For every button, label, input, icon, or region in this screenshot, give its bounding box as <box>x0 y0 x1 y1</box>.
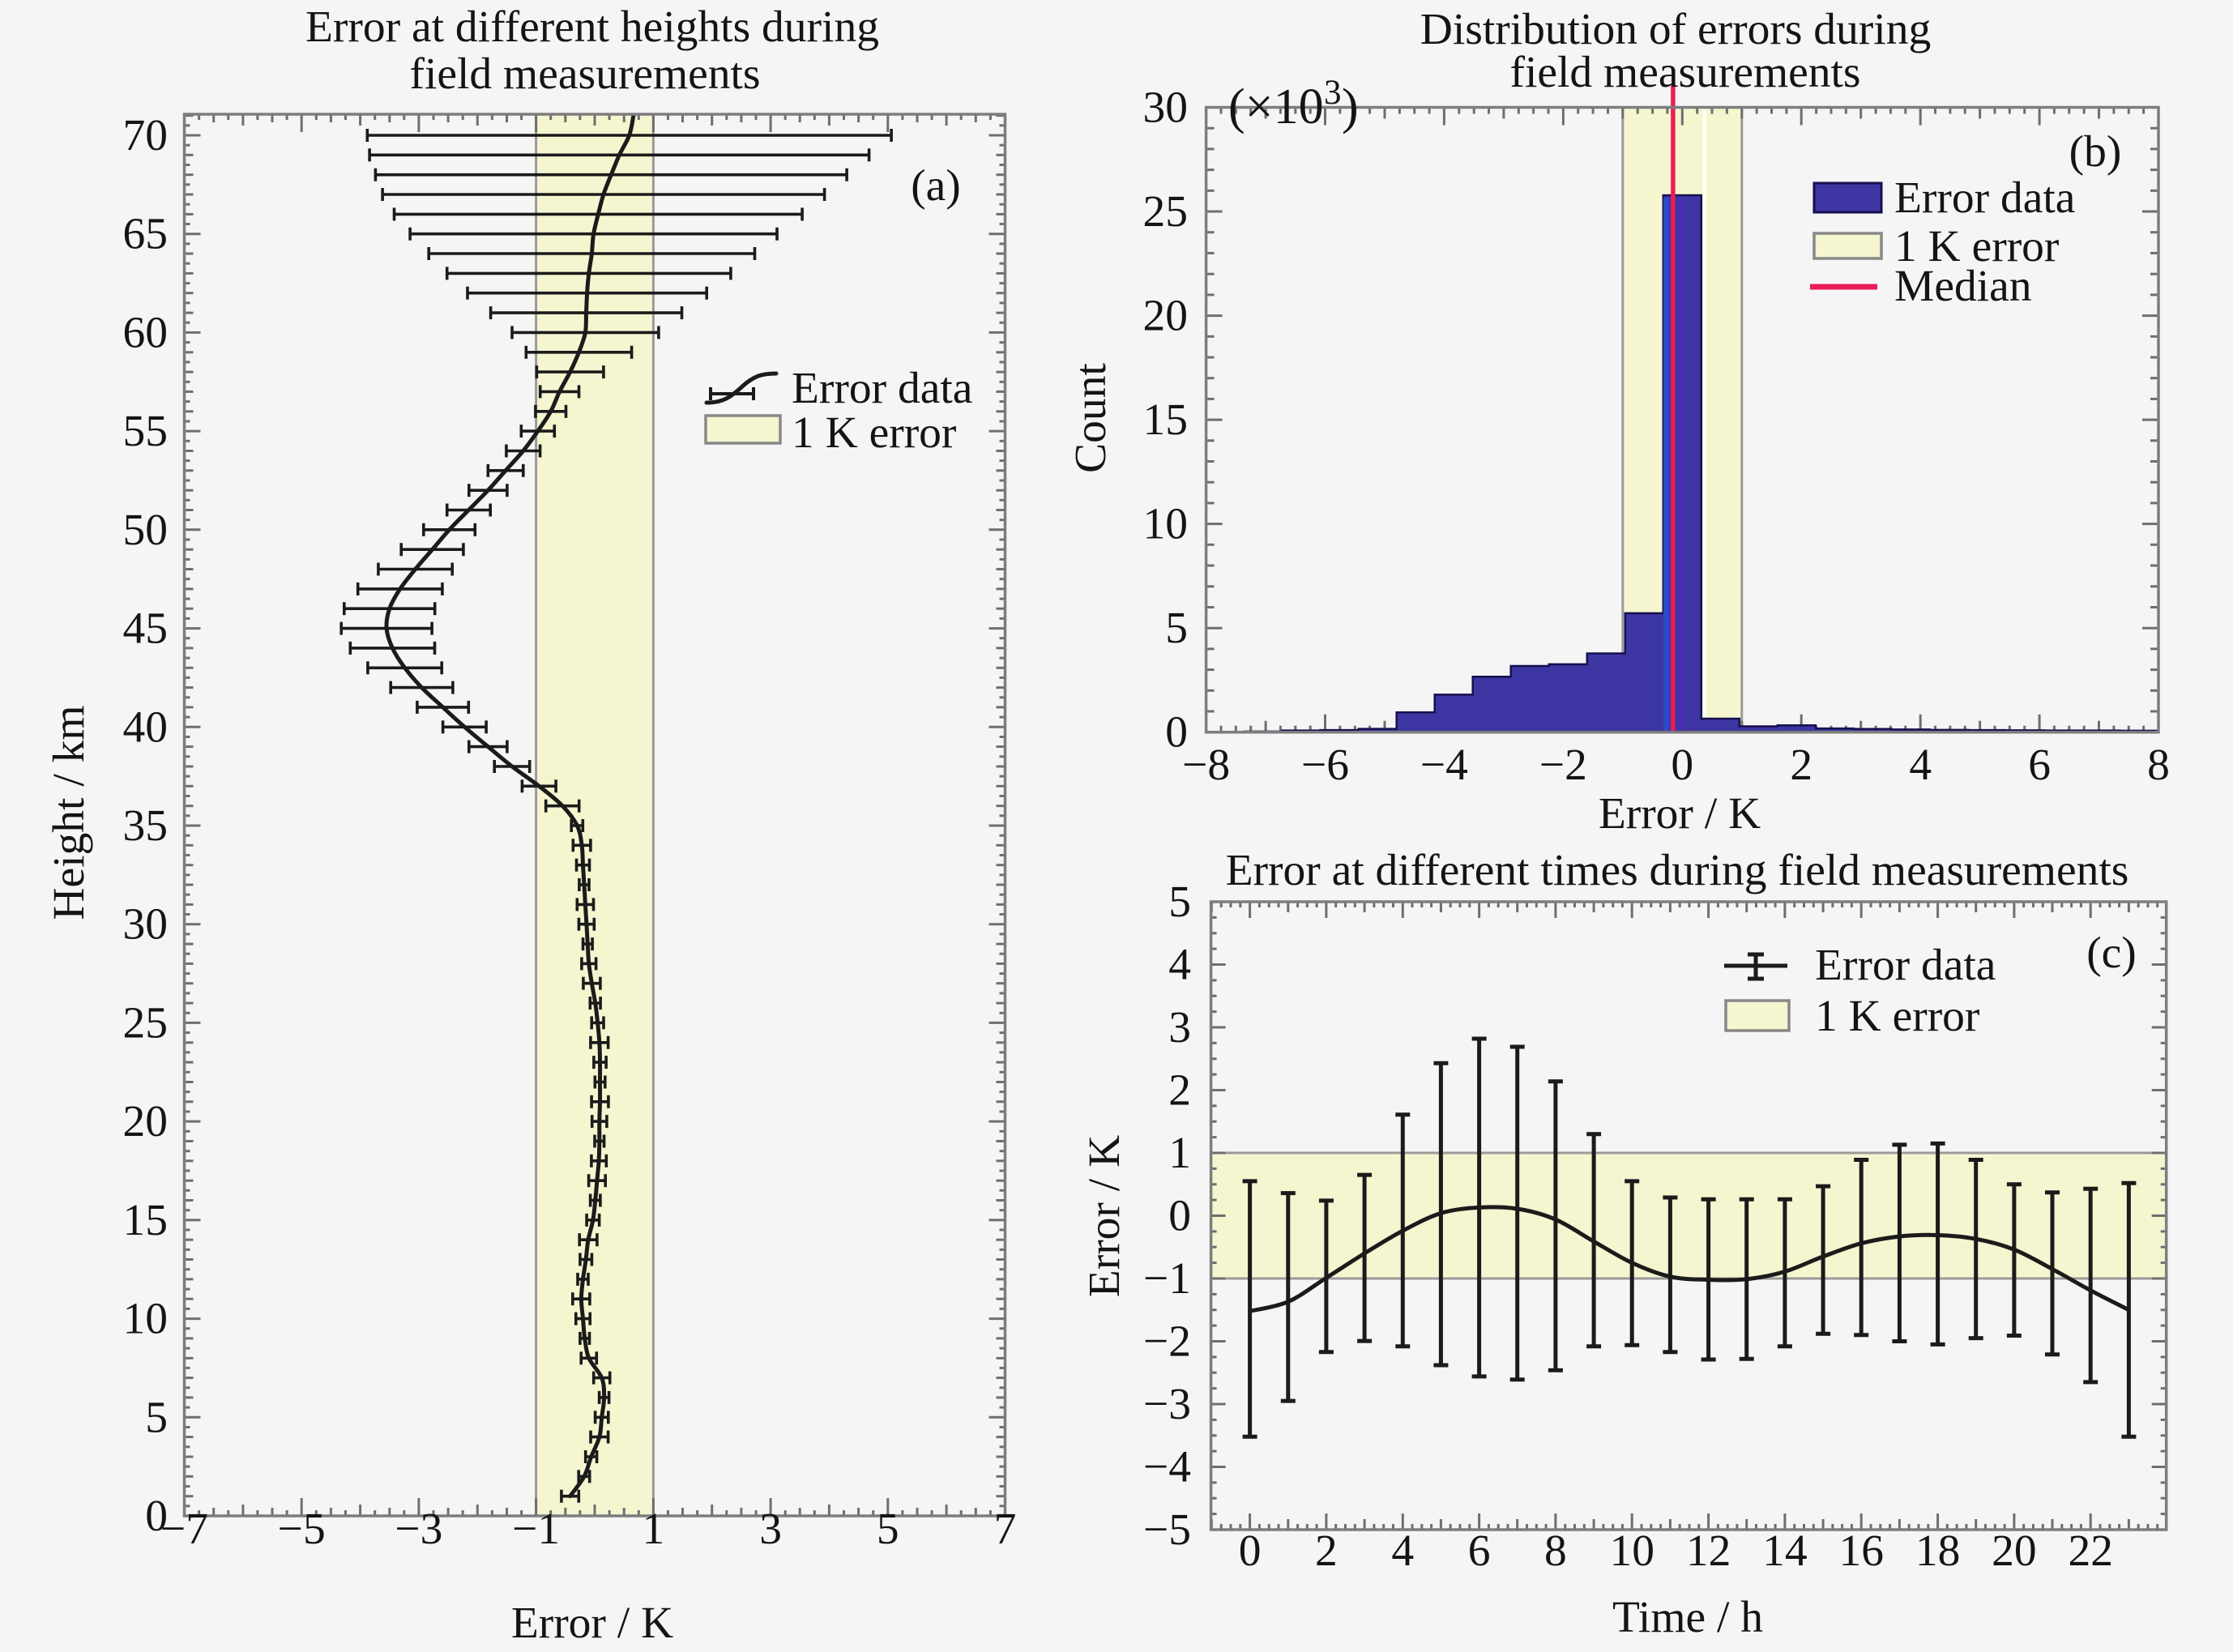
svg-text:−1: −1 <box>1143 1254 1191 1304</box>
svg-text:): ) <box>1342 79 1359 134</box>
svg-text:10: 10 <box>1143 500 1189 549</box>
svg-text:60: 60 <box>123 308 169 357</box>
svg-text:70: 70 <box>123 111 169 160</box>
svg-text:2: 2 <box>1790 741 1812 790</box>
svg-text:55: 55 <box>123 407 169 456</box>
svg-text:50: 50 <box>123 506 169 555</box>
svg-text:10: 10 <box>123 1295 169 1344</box>
svg-text:25: 25 <box>1143 187 1189 237</box>
svg-text:22: 22 <box>2068 1526 2113 1576</box>
svg-text:Error at different times durin: Error at different times during field me… <box>1226 846 2129 895</box>
svg-text:−2: −2 <box>1539 741 1587 790</box>
svg-text:65: 65 <box>123 210 169 259</box>
svg-text:Count: Count <box>1066 363 1116 473</box>
svg-text:3: 3 <box>1324 74 1342 112</box>
svg-text:12: 12 <box>1686 1526 1731 1576</box>
svg-text:2: 2 <box>1315 1526 1338 1576</box>
svg-text:5: 5 <box>1165 604 1188 653</box>
svg-text:(×10: (×10 <box>1228 79 1324 134</box>
svg-text:40: 40 <box>123 702 169 752</box>
svg-text:8: 8 <box>2147 741 2170 790</box>
svg-text:0: 0 <box>1239 1526 1262 1576</box>
svg-text:−3: −3 <box>1143 1380 1191 1429</box>
svg-text:1 K error: 1 K error <box>1894 222 2059 271</box>
svg-text:Median: Median <box>1894 262 2032 311</box>
svg-text:20: 20 <box>1143 292 1189 341</box>
svg-text:4: 4 <box>1391 1526 1414 1576</box>
svg-text:(b): (b) <box>2069 127 2122 177</box>
svg-text:14: 14 <box>1762 1526 1808 1576</box>
svg-text:45: 45 <box>123 604 169 654</box>
svg-text:35: 35 <box>123 801 169 851</box>
svg-text:(a): (a) <box>911 161 961 211</box>
svg-text:Error data: Error data <box>1815 941 1996 990</box>
svg-text:Time / h: Time / h <box>1612 1593 1763 1642</box>
svg-text:Height / km: Height / km <box>45 705 94 920</box>
svg-text:5: 5 <box>145 1393 168 1442</box>
svg-text:−1: −1 <box>512 1505 560 1554</box>
svg-text:Error data: Error data <box>1894 173 2075 223</box>
svg-text:0: 0 <box>1168 1192 1191 1241</box>
svg-text:Error / K: Error / K <box>511 1599 673 1648</box>
svg-text:15: 15 <box>1143 395 1189 445</box>
svg-text:6: 6 <box>2028 741 2051 790</box>
svg-text:15: 15 <box>123 1196 169 1245</box>
svg-text:field measurements: field measurements <box>409 49 760 99</box>
svg-text:−6: −6 <box>1301 741 1349 790</box>
svg-text:6: 6 <box>1468 1526 1491 1576</box>
svg-text:2: 2 <box>1168 1066 1191 1116</box>
svg-text:−8: −8 <box>1182 741 1230 790</box>
svg-text:18: 18 <box>1915 1526 1961 1576</box>
svg-text:0: 0 <box>1165 708 1188 758</box>
svg-text:8: 8 <box>1544 1526 1567 1576</box>
svg-text:0: 0 <box>145 1492 168 1541</box>
svg-text:field measurements: field measurements <box>1509 48 1860 97</box>
svg-text:−5: −5 <box>1143 1505 1191 1555</box>
svg-text:30: 30 <box>1143 83 1189 133</box>
svg-text:16: 16 <box>1838 1526 1884 1576</box>
svg-text:4: 4 <box>1168 941 1191 990</box>
svg-text:Error data: Error data <box>792 364 972 413</box>
svg-text:Error / K: Error / K <box>1080 1135 1129 1297</box>
svg-text:−4: −4 <box>1420 741 1468 790</box>
svg-text:−2: −2 <box>1143 1317 1191 1367</box>
svg-text:1: 1 <box>643 1505 665 1554</box>
svg-text:Error / K: Error / K <box>1599 789 1761 839</box>
svg-text:5: 5 <box>877 1505 899 1554</box>
svg-text:4: 4 <box>1909 741 1932 790</box>
svg-text:−4: −4 <box>1143 1443 1191 1492</box>
svg-text:5: 5 <box>1168 877 1191 927</box>
svg-text:25: 25 <box>123 998 169 1048</box>
svg-text:1: 1 <box>1168 1129 1191 1178</box>
svg-text:Error at different heights dur: Error at different heights during <box>305 2 879 52</box>
svg-text:3: 3 <box>1168 1003 1191 1052</box>
svg-text:3: 3 <box>759 1505 782 1554</box>
svg-text:20: 20 <box>1992 1526 2037 1576</box>
svg-text:1 K error: 1 K error <box>792 408 956 458</box>
svg-text:30: 30 <box>123 900 169 950</box>
svg-text:Distribution of errors during: Distribution of errors during <box>1420 5 1931 54</box>
svg-text:−3: −3 <box>395 1505 442 1554</box>
svg-text:7: 7 <box>994 1505 1017 1554</box>
svg-text:10: 10 <box>1609 1526 1654 1576</box>
svg-text:(c): (c) <box>2086 928 2137 978</box>
svg-text:−7: −7 <box>160 1505 208 1554</box>
svg-text:20: 20 <box>123 1097 169 1146</box>
svg-text:0: 0 <box>1671 741 1693 790</box>
svg-text:−5: −5 <box>278 1505 326 1554</box>
svg-text:1 K error: 1 K error <box>1815 992 1979 1041</box>
